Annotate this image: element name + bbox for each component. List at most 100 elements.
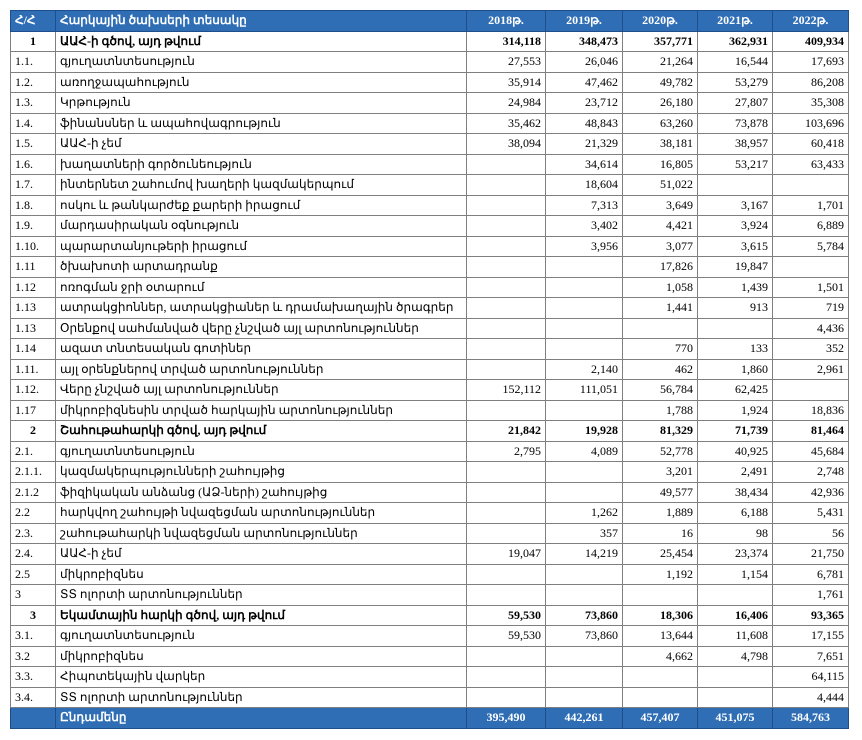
row-number: 1.8. [10,194,56,216]
cell-value: 19,047 [466,543,546,565]
row-number: 1.6. [10,153,56,175]
tax-expense-table: Հ/Հ Հարկային ծախսերի տեսակը 2018թ. 2019թ. 20… [10,10,849,729]
cell-value: 16,544 [697,51,773,73]
table-row: 2 Շահութահարկի գծով, այդ թվում 21,842 19,92… [10,420,849,442]
row-number: 2.2 [10,502,56,524]
row-label: ազատ տնտեսական գոտիներ [55,338,467,360]
cell-value [622,584,698,606]
table-row: 2.3. շահութահարկի նվազեցման արտոնությունն… [10,522,849,544]
table-row: 1.2. առողջապահություն 35,914 47,462 49,782 53… [10,71,849,93]
cell-value [466,153,546,175]
cell-value: 7,313 [545,194,623,216]
cell-value: 584,763 [772,707,849,729]
row-label: ԱԱՀ-ի չեմ [55,133,467,155]
cell-value [466,686,546,708]
cell-value [697,584,773,606]
cell-value [545,338,623,360]
cell-value: 63,433 [772,153,849,175]
cell-value: 24,984 [466,92,546,114]
cell-value: 38,434 [697,481,773,503]
cell-value: 45,684 [772,440,849,462]
cell-value: 18,306 [622,604,698,626]
row-number: 1.2. [10,71,56,93]
cell-value: 26,046 [545,51,623,73]
cell-value: 17,826 [622,256,698,278]
cell-value [772,379,849,401]
cell-value: 27,807 [697,92,773,114]
row-label: ԱԱՀ-ի չեմ [55,543,467,565]
cell-value [466,645,546,667]
cell-value: 913 [697,297,773,319]
cell-value [466,174,546,196]
table-row: 3.3. Հիպոտեկային վարկեր 64,115 [10,666,849,688]
cell-value: 93,365 [772,604,849,626]
cell-value [466,194,546,216]
row-number: 1.12. [10,379,56,401]
cell-value [466,235,546,257]
cell-value: 4,444 [772,686,849,708]
row-number: 2.1.2 [10,481,56,503]
row-number: 1.11 [10,256,56,278]
cell-value: 48,843 [545,112,623,134]
cell-value: 362,931 [697,30,773,52]
table-row: 2.2 հարկվող շահույթի նվազեցման արտոնությո… [10,502,849,524]
row-label: միկրոբիզնես [55,645,467,667]
cell-value: 2018թ. [466,10,546,32]
table-row: 3.4. ՏՏ ոլորտի արտոնություններ 4,444 [10,686,849,708]
table-row: Հ/Հ Հարկային ծախսերի տեսակը 2018թ. 2019թ. 20… [10,10,849,32]
table-row: 1.13 Օրենքով սահմանված վերը չնշված այլ ար… [10,317,849,339]
cell-value [772,256,849,278]
cell-value: 11,608 [697,625,773,647]
cell-value: 21,329 [545,133,623,155]
row-label: խաղատների գործունեություն [55,153,467,175]
row-number: 3.3. [10,666,56,688]
row-label: ֆինանսներ և ապահովագրություն [55,112,467,134]
cell-value: 5,784 [772,235,849,257]
cell-value: 152,112 [466,379,546,401]
row-label: ԱԱՀ-ի գծով, այդ թվում [55,30,467,52]
table-row: 2.1.2 ֆիզիկական անձանց (ԱՁ-ների) շահույթի… [10,481,849,503]
table-row: 1.14 ազատ տնտեսական գոտիներ 770 133 352 [10,338,849,360]
cell-value: 4,421 [622,215,698,237]
row-number: 1.17 [10,399,56,421]
cell-value [545,584,623,606]
cell-value: 1,154 [697,563,773,585]
cell-value [545,297,623,319]
cell-value [466,338,546,360]
cell-value: 38,094 [466,133,546,155]
cell-value: 1,889 [622,502,698,524]
cell-value [545,256,623,278]
cell-value: 21,842 [466,420,546,442]
cell-value: 2,491 [697,461,773,483]
row-number: 1.5. [10,133,56,155]
table-row: 1.7. ինտերնետ շահումով խաղերի կազմակերպու… [10,174,849,196]
cell-value: 16,805 [622,153,698,175]
row-number: 3 [10,604,56,626]
row-number: 3 [10,584,56,606]
row-number: 2.4. [10,543,56,565]
cell-value: 27,553 [466,51,546,73]
row-number: 2.3. [10,522,56,544]
cell-value: 2,795 [466,440,546,462]
cell-value: 53,217 [697,153,773,175]
cell-value: 457,407 [622,707,698,729]
cell-value [466,522,546,544]
cell-value: 3,615 [697,235,773,257]
cell-value: 59,530 [466,625,546,647]
table-row: 3.2 միկրոբիզնես 4,662 4,798 7,651 [10,645,849,667]
cell-value: 357,771 [622,30,698,52]
table-row: 1.13 ատրակցիոններ, ատրակցիաներ և դրամախաղ… [10,297,849,319]
cell-value: 4,089 [545,440,623,462]
row-label: Հարկային ծախսերի տեսակը [55,10,467,32]
row-label: Հիպոտեկային վարկեր [55,666,467,688]
row-number: 1.10. [10,235,56,257]
cell-value: 133 [697,338,773,360]
row-number: Հ/Հ [10,10,56,32]
cell-value: 2,961 [772,358,849,380]
cell-value: 1,788 [622,399,698,421]
row-number: 1.14 [10,338,56,360]
cell-value: 26,180 [622,92,698,114]
cell-value: 3,201 [622,461,698,483]
cell-value [545,686,623,708]
